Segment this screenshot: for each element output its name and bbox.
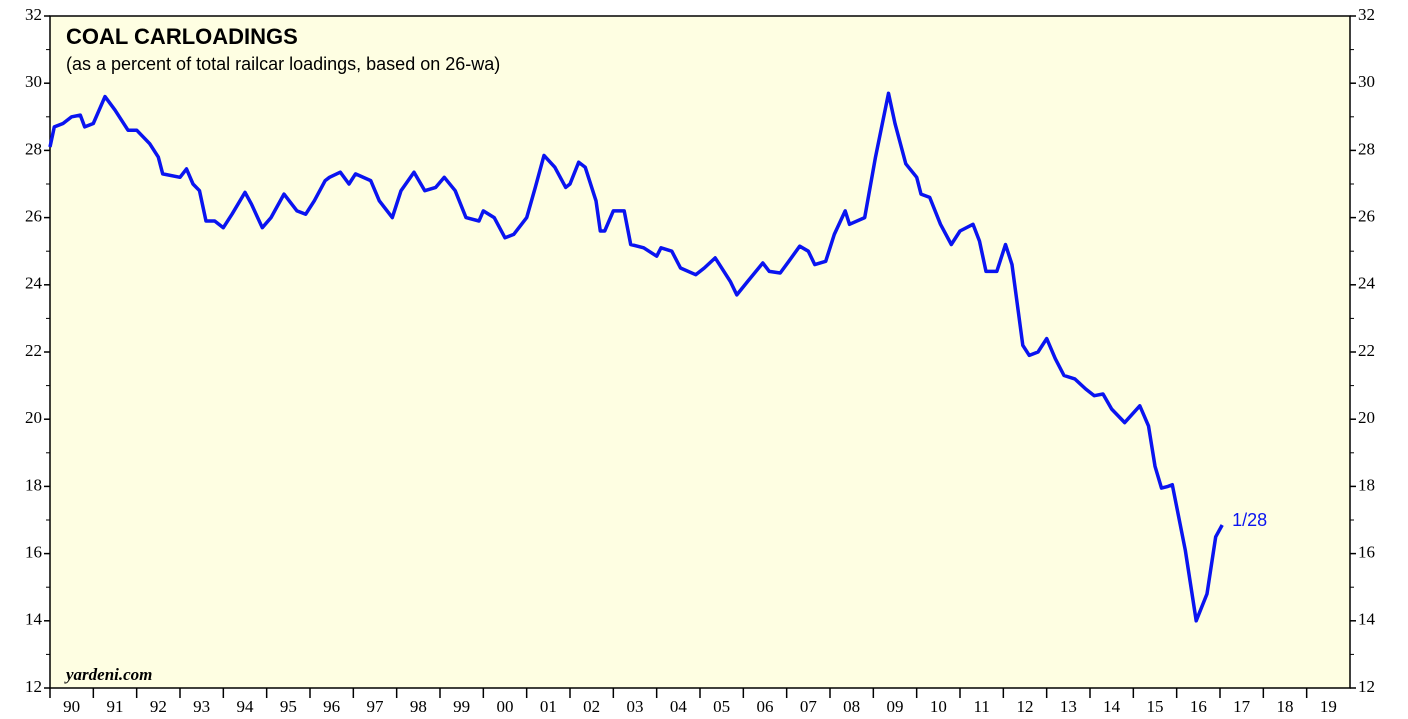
x-tick-label: 05 (713, 697, 730, 716)
x-tick-label: 11 (973, 697, 989, 716)
y2-tick-label: 32 (1358, 5, 1375, 24)
y2-tick-label: 28 (1358, 139, 1375, 158)
y-tick-label: 30 (25, 72, 42, 91)
data-line (48, 91, 1224, 623)
x-tick-label: 98 (410, 697, 427, 716)
plot-area (49, 15, 1351, 689)
y-tick-label: 12 (25, 677, 42, 696)
x-tick-label: 19 (1320, 697, 1337, 716)
x-tick-label: 17 (1233, 697, 1251, 716)
y2-tick-label: 20 (1358, 408, 1375, 427)
x-tick-label: 13 (1060, 697, 1077, 716)
y-tick-label: 22 (25, 341, 42, 360)
y-tick-label: 16 (25, 543, 42, 562)
x-tick-label: 10 (930, 697, 947, 716)
y2-tick-label: 18 (1358, 475, 1375, 494)
end-annotation: 1/28 (1232, 510, 1267, 530)
y2-tick-label: 14 (1358, 610, 1376, 629)
x-tick-label: 00 (497, 697, 514, 716)
y-tick-label: 32 (25, 5, 42, 24)
x-tick-label: 15 (1147, 697, 1164, 716)
y2-tick-label: 22 (1358, 341, 1375, 360)
x-tick-label: 04 (670, 697, 688, 716)
y2-tick-label: 24 (1358, 274, 1376, 293)
y2-tick-label: 12 (1358, 677, 1375, 696)
y2-tick-label: 16 (1358, 543, 1375, 562)
x-tick-label: 90 (63, 697, 80, 716)
x-tick-label: 94 (237, 697, 255, 716)
x-tick-label: 97 (367, 697, 385, 716)
y-tick-label: 24 (25, 274, 43, 293)
x-tick-label: 09 (887, 697, 904, 716)
x-tick-label: 07 (800, 697, 818, 716)
x-tick-label: 06 (757, 697, 774, 716)
chart-title: COAL CARLOADINGS (66, 24, 298, 49)
x-tick-label: 93 (193, 697, 210, 716)
x-tick-label: 99 (453, 697, 470, 716)
x-tick-label: 96 (323, 697, 340, 716)
x-tick-label: 12 (1017, 697, 1034, 716)
chart-subtitle: (as a percent of total railcar loadings,… (66, 54, 500, 74)
x-tick-label: 08 (843, 697, 860, 716)
y-tick-label: 26 (25, 207, 42, 226)
x-tick-label: 01 (540, 697, 557, 716)
y-tick-label: 18 (25, 475, 42, 494)
y2-tick-label: 26 (1358, 207, 1375, 226)
x-tick-label: 14 (1103, 697, 1121, 716)
x-tick-label: 18 (1277, 697, 1294, 716)
source: yardeni.com (64, 665, 152, 684)
x-tick-label: 16 (1190, 697, 1207, 716)
y-tick-label: 14 (25, 610, 43, 629)
x-tick-label: 95 (280, 697, 297, 716)
x-tick-label: 91 (107, 697, 124, 716)
y2-tick-label: 30 (1358, 72, 1375, 91)
y-tick-label: 28 (25, 139, 42, 158)
y-tick-label: 20 (25, 408, 42, 427)
x-tick-label: 03 (627, 697, 644, 716)
x-tick-label: 92 (150, 697, 167, 716)
x-tick-label: 02 (583, 697, 600, 716)
